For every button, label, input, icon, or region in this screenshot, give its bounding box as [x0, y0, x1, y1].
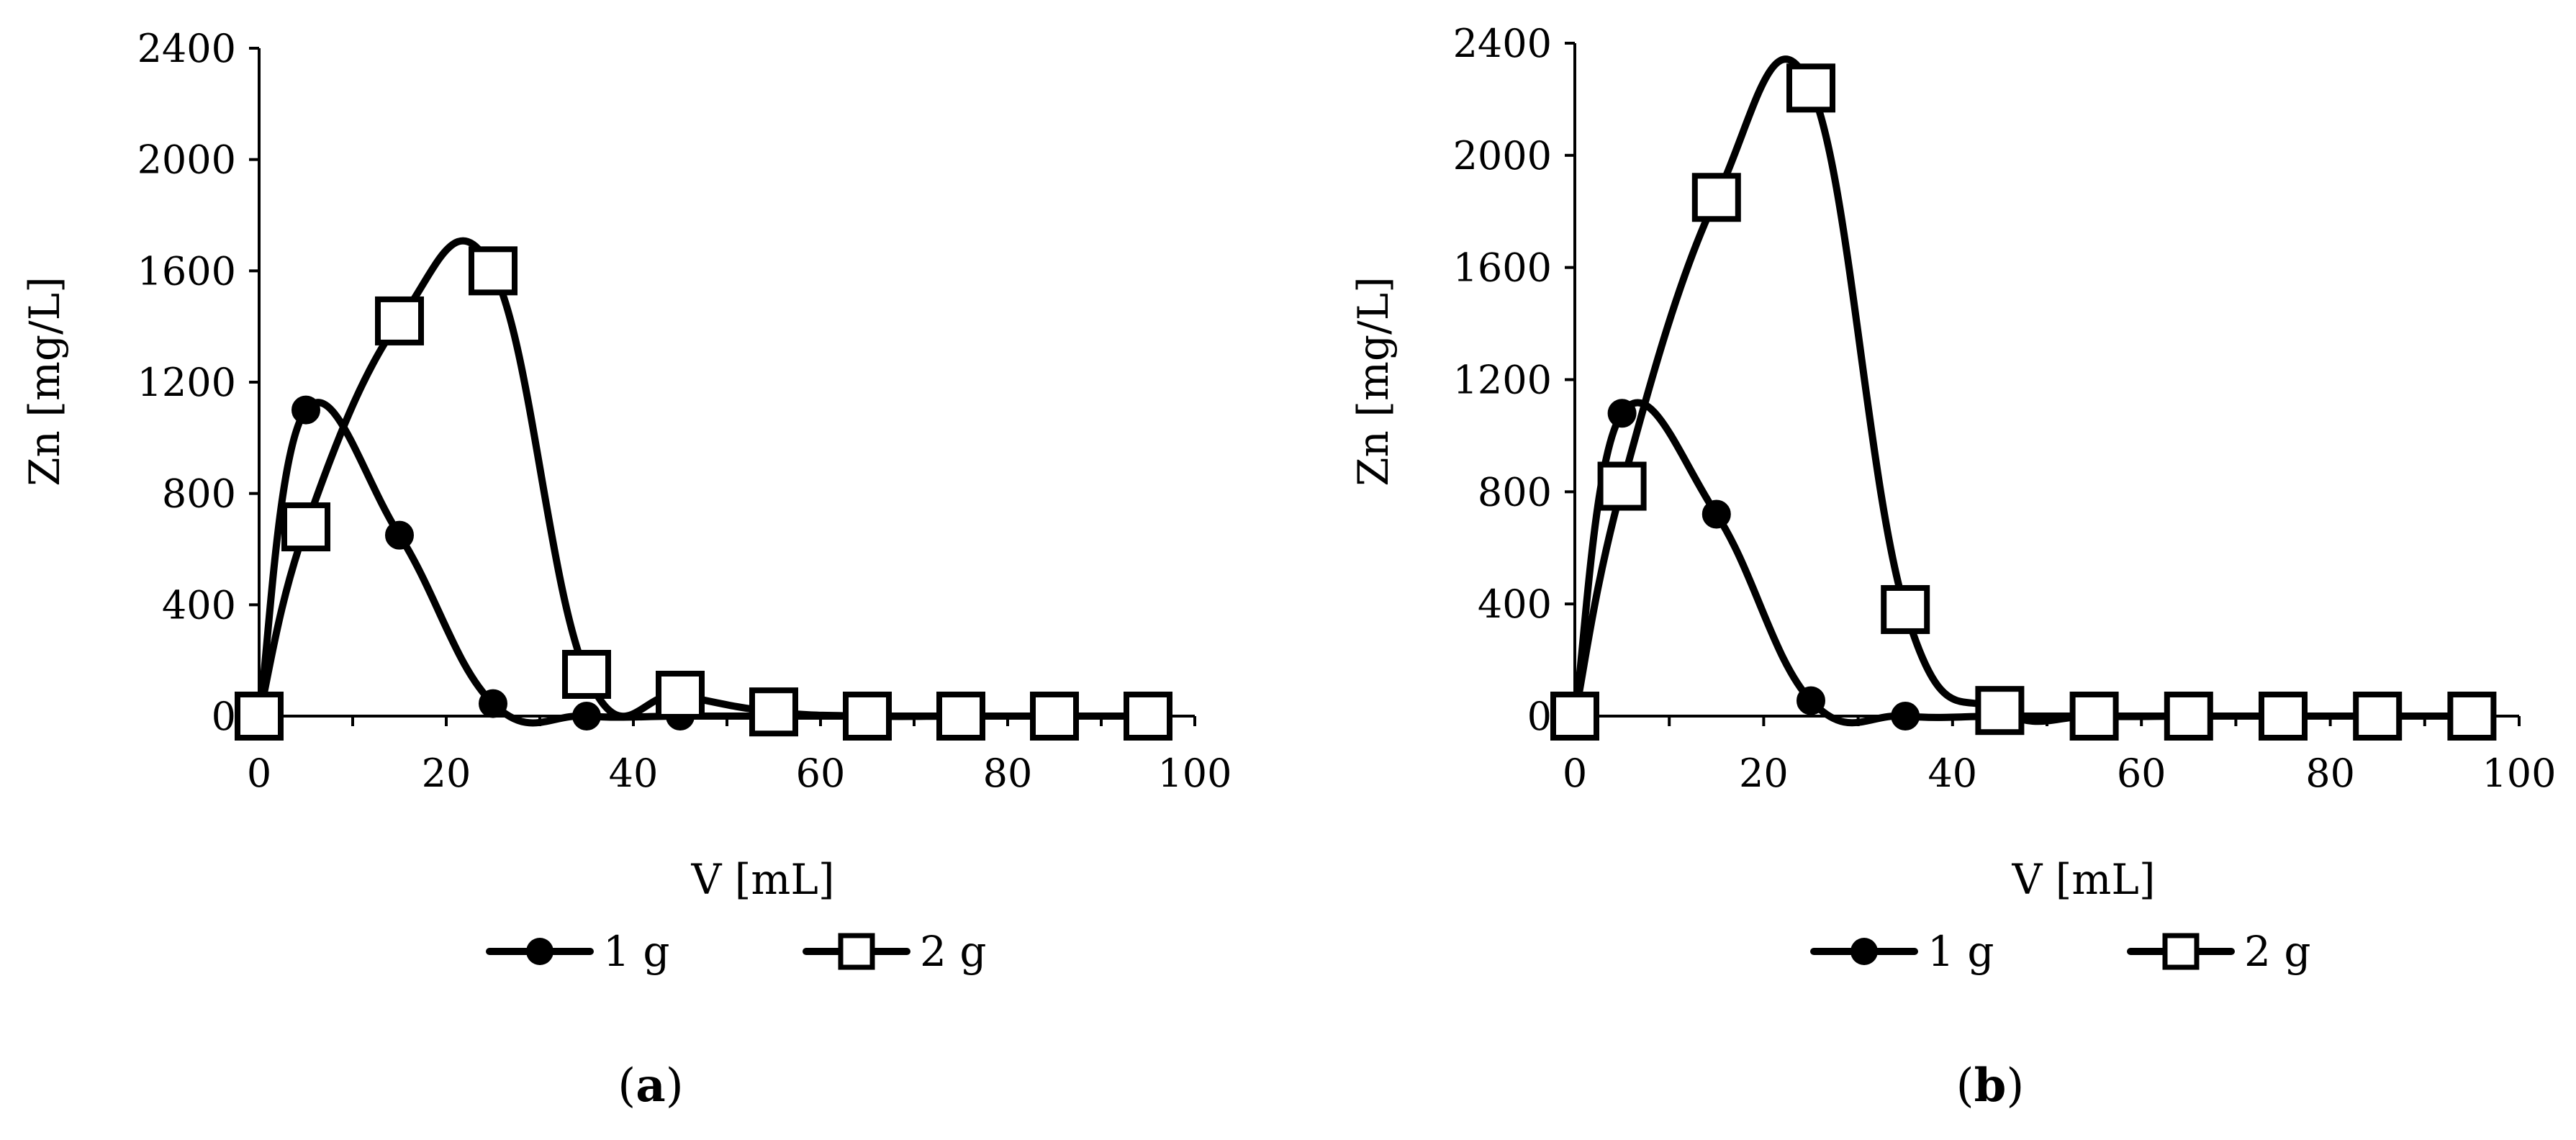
- ticks-b: 0 400 800 1200 1600 2000 2400 0 20 40 60 80 100: [1453, 21, 2557, 796]
- point-a-s2-6: [749, 687, 798, 737]
- curves-b: [1571, 55, 2476, 727]
- point-b-s2-7: [2164, 692, 2213, 741]
- legend-label-b-2: 2 g: [2244, 927, 2310, 976]
- point-a-s2-10: [1124, 692, 1172, 741]
- legend-marker-b-1: [1850, 938, 1878, 965]
- y-tick-label-a-0: 0: [212, 694, 236, 739]
- y-tick-label-b-2400: 2400: [1453, 21, 1552, 66]
- y-tick-label-b-800: 800: [1478, 469, 1552, 515]
- y-tick-label-a-1200: 1200: [137, 360, 236, 405]
- point-a-s2-9: [1030, 692, 1079, 741]
- y-tick-label-b-1200: 1200: [1453, 358, 1552, 403]
- x-axis-title-a: V [mL]: [690, 855, 834, 904]
- series-line-b-2: [1571, 55, 2476, 725]
- panel-label-a: (a): [618, 1059, 683, 1113]
- legend-label-a-1: 1 g: [603, 927, 669, 976]
- y-tick-label-a-2400: 2400: [137, 26, 236, 71]
- point-a-s2-7: [843, 692, 892, 741]
- ticks-a: 0 400 800 1200 1600 2000 2400 0 20 40 60 80 100: [137, 26, 1232, 796]
- y-tick-label-b-2000: 2000: [1453, 133, 1552, 178]
- point-b-s2-9: [2353, 692, 2403, 741]
- x-tick-label-b-0: 0: [1563, 751, 1587, 796]
- x-tick-label-b-80: 80: [2305, 751, 2355, 796]
- legend-marker-a-1: [526, 938, 553, 965]
- y-tick-label-a-1600: 1600: [137, 248, 236, 294]
- x-tick-label-a-60: 60: [796, 751, 846, 796]
- markers-b: [1550, 63, 2497, 741]
- point-a-s2-2: [375, 296, 424, 345]
- legend-label-b-1: 1 g: [1928, 927, 1994, 976]
- markers-a: [235, 246, 1172, 741]
- series-line-b-1: [1571, 399, 2476, 727]
- point-b-s2-10: [2447, 692, 2497, 741]
- point-b-s2-1: [1597, 461, 1647, 511]
- y-tick-label-b-400: 400: [1478, 582, 1552, 627]
- point-b-s1-4: [1891, 702, 1920, 730]
- x-tick-label-a-80: 80: [983, 751, 1033, 796]
- y-tick-label-b-1600: 1600: [1453, 245, 1552, 291]
- panel-a: 0 400 800 1200 1600 2000 2400 0 20 40 60 80 100 V [m…: [20, 26, 1232, 1113]
- point-a-s2-3: [469, 246, 518, 296]
- legend-marker-a-2: [838, 933, 875, 970]
- point-a-s2-0: [235, 692, 284, 741]
- point-b-s2-2: [1691, 173, 1741, 222]
- point-a-s1-2: [385, 520, 414, 550]
- point-a-s2-4: [562, 650, 611, 699]
- x-tick-label-b-20: 20: [1739, 751, 1789, 796]
- legend-label-a-2: 2 g: [920, 927, 986, 976]
- point-a-s1-3: [479, 689, 507, 718]
- legend-b: 1 g 2 g: [1810, 927, 2310, 976]
- legend-marker-b-2: [2162, 933, 2200, 970]
- axes-b: [1573, 43, 2519, 718]
- y-axis-title-a: Zn [mg/L]: [20, 276, 69, 487]
- point-a-s2-5: [656, 671, 705, 720]
- point-b-s2-8: [2259, 692, 2308, 741]
- point-b-s1-2: [1701, 499, 1731, 529]
- point-a-s1-4: [572, 702, 601, 730]
- x-tick-label-a-20: 20: [422, 751, 471, 796]
- y-axis-title-b: Zn [mg/L]: [1349, 276, 1398, 487]
- panel-b: 0 400 800 1200 1600 2000 2400 0 20 40 60 80 100 V [m…: [1349, 21, 2557, 1113]
- point-b-s2-3: [1786, 63, 1835, 113]
- point-b-s2-5: [1975, 686, 2025, 736]
- x-tick-label-a-100: 100: [1157, 751, 1231, 796]
- x-tick-label-b-100: 100: [2482, 751, 2556, 796]
- x-tick-label-b-60: 60: [2117, 751, 2166, 796]
- x-tick-label-b-40: 40: [1928, 751, 1977, 796]
- point-a-s2-1: [281, 502, 330, 552]
- axes-a: [258, 48, 1195, 718]
- x-tick-label-a-40: 40: [609, 751, 659, 796]
- y-tick-label-b-0: 0: [1527, 694, 1552, 739]
- point-b-s2-0: [1550, 692, 1599, 741]
- legend-a: 1 g 2 g: [486, 927, 986, 976]
- panel-label-b: (b): [1956, 1059, 2025, 1113]
- y-tick-label-a-800: 800: [162, 471, 236, 517]
- y-tick-label-a-2000: 2000: [137, 137, 236, 183]
- point-a-s1-1: [292, 395, 320, 425]
- point-b-s2-6: [2069, 692, 2119, 741]
- y-tick-label-a-400: 400: [162, 582, 236, 628]
- point-a-s2-8: [936, 692, 985, 741]
- x-axis-title-b: V [mL]: [2011, 855, 2155, 904]
- point-b-s1-1: [1607, 399, 1637, 428]
- point-b-s1-3: [1797, 686, 1825, 715]
- x-tick-label-a-0: 0: [247, 751, 271, 796]
- point-b-s2-4: [1881, 584, 1930, 634]
